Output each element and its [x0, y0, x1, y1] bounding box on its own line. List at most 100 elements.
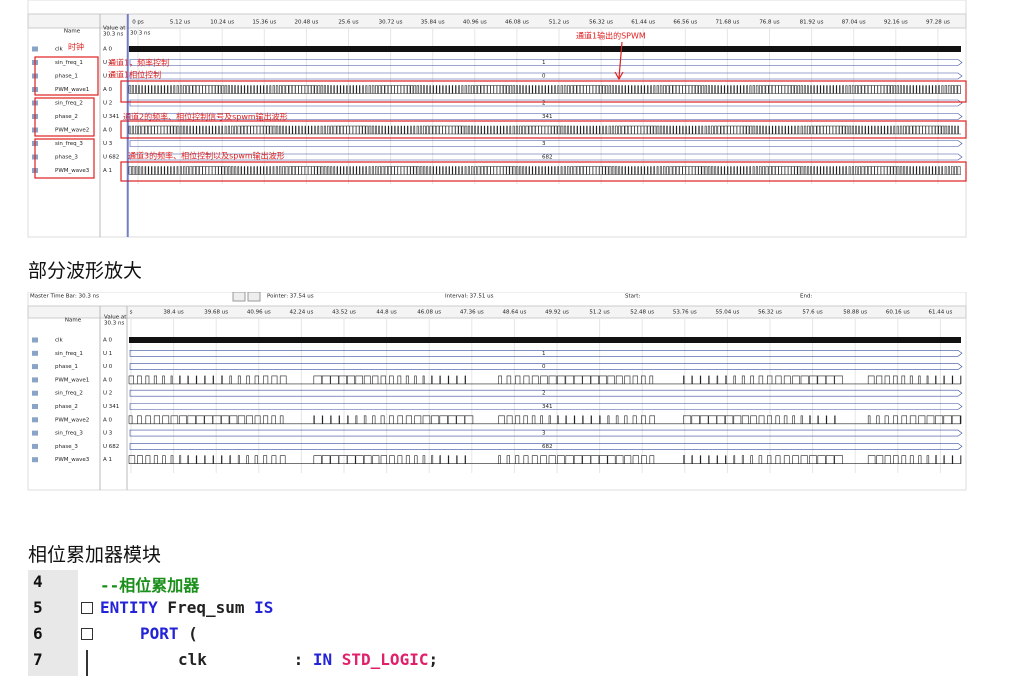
bus-value: 0: [542, 364, 546, 370]
clock-wave: [129, 46, 961, 52]
code-line: 7 clk : IN STD_LOGIC;: [28, 650, 1009, 676]
panel-bg: [27, 0, 967, 238]
ruler-label: 49.92 us: [545, 310, 569, 316]
bus-wave: [129, 403, 963, 410]
line-number: 7: [33, 650, 43, 669]
ruler-label: 35.84 us: [421, 20, 445, 26]
signal-value: U 341: [103, 404, 119, 410]
code-token: Freq_sum: [157, 598, 255, 617]
bus-wave: [129, 363, 963, 370]
signal-value: A 0: [103, 338, 113, 344]
bus-value: 1: [542, 60, 546, 66]
ruler-label: 53.76 us: [673, 310, 697, 316]
bus-wave: [129, 429, 963, 437]
ruler-label: 61.44 us: [928, 310, 952, 316]
annotation: 通道1相位控制: [108, 70, 161, 80]
signal-value: U 0: [103, 364, 113, 370]
ruler-label: 56.32 us: [589, 20, 613, 26]
signal-icon: [32, 350, 38, 356]
ruler-label: 48.64 us: [502, 310, 526, 316]
signal-value: U 0: [103, 74, 113, 80]
signal-name: sin_freq_3: [55, 431, 83, 437]
waveform-panel: Name Value at 30.3 ns 30.3 ns clk A 0 sin_…: [27, 0, 967, 238]
signal-value: A 0: [103, 47, 113, 53]
bus-wave: [129, 153, 963, 161]
bus-wave: [129, 59, 963, 66]
toolbar-text: End:: [800, 294, 812, 300]
ruler-label: 87.04 us: [842, 20, 866, 26]
ruler-label: 60.16 us: [886, 310, 910, 316]
signal-value: A 1: [103, 457, 112, 463]
signal-value: A 0: [103, 377, 113, 383]
ruler-label: 51.2 us: [549, 20, 569, 26]
signal-name: PWM_wave1: [55, 87, 89, 93]
signal-name: PWM_wave1: [55, 377, 89, 383]
signal-name: sin_freq_1: [55, 60, 83, 66]
bus-wave: [129, 443, 963, 450]
code-token: (: [178, 624, 198, 643]
signal-name: PWM_wave3: [55, 457, 90, 463]
bus-value: 682: [542, 444, 553, 450]
ruler-label: 46.08 us: [417, 310, 441, 316]
signal-icon: [32, 337, 38, 343]
button[interactable]: [232, 292, 246, 302]
code-text: ENTITY Freq_sum IS: [100, 598, 273, 617]
ruler-label: 76.8 us: [759, 20, 779, 26]
signal-name: clk: [55, 47, 64, 53]
cursor-label: 30.3 ns: [130, 31, 150, 37]
ruler-label: 58.88 us: [843, 310, 867, 316]
code-text: PORT (: [140, 624, 198, 643]
signal-name: clk: [55, 338, 64, 344]
bus-value: 3: [542, 431, 546, 437]
header-value: Value at: [104, 315, 127, 321]
signal-value: U 3: [103, 431, 113, 437]
toolbar-text: Interval: 37.51 us: [445, 294, 494, 300]
ruler-label: 52.48 us: [630, 310, 654, 316]
box: [34, 138, 95, 179]
code-token: --相位累加器: [100, 576, 200, 595]
ruler-label: s: [130, 310, 133, 316]
code-text: clk : IN STD_LOGIC;: [178, 650, 438, 669]
bus-value: 682: [542, 155, 553, 161]
signal-icon: [32, 443, 38, 449]
ruler-label: 51.2 us: [589, 310, 609, 316]
ruler-bg: [27, 305, 967, 319]
signal-icon: [32, 46, 38, 52]
box: [120, 80, 967, 103]
signal-name: phase_2: [55, 114, 78, 120]
annotation: 通道1，频率控制: [108, 58, 169, 68]
bus-wave: [129, 350, 963, 357]
line-number: 4: [33, 572, 43, 591]
annotation: 通道3的频率、相位控制以及spwm输出波形: [128, 151, 285, 161]
ruler-label: 40.96 us: [463, 20, 487, 26]
signal-name: phase_3: [55, 155, 78, 161]
ruler-label: 44.8 us: [376, 310, 396, 316]
fold-line: [86, 650, 88, 676]
code-token: STD_LOGIC: [341, 650, 429, 669]
annotation: 通道1输出的SPWM: [576, 31, 646, 41]
code-token: clk :: [178, 650, 313, 669]
ruler-label: 81.92 us: [800, 20, 824, 26]
bus-wave: [129, 72, 963, 80]
bus-wave: [129, 140, 963, 147]
ruler-label: 97.28 us: [926, 20, 950, 26]
code-token: PORT: [140, 624, 179, 643]
signal-icon: [32, 390, 38, 396]
pwm-wave: [128, 166, 961, 175]
bus-value: 341: [542, 404, 553, 410]
gutter: [28, 570, 78, 676]
ruler-label: 5.12 us: [170, 20, 190, 26]
code-text: --相位累加器: [100, 572, 199, 596]
code-token: IN: [312, 650, 342, 669]
fold-toggle[interactable]: [81, 602, 93, 614]
fold-toggle[interactable]: [81, 628, 93, 640]
toolbar-text: Master Time Bar: 30.3 ns: [30, 294, 99, 300]
bus-value: 1: [542, 351, 546, 357]
button[interactable]: [247, 292, 261, 302]
header-name: Name: [65, 318, 82, 324]
bus-wave: [129, 113, 963, 120]
box: [120, 161, 967, 182]
signal-value: U 1: [103, 351, 112, 357]
ruler-label: 47.36 us: [460, 310, 484, 316]
ruler-label: 43.52 us: [332, 310, 356, 316]
